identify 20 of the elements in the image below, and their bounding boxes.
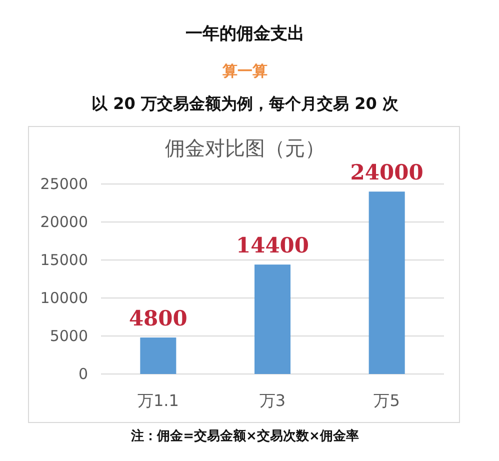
y-tick-label: 15000	[40, 251, 88, 269]
y-tick-label: 10000	[40, 289, 88, 307]
text: 算一算	[222, 62, 268, 80]
y-tick-label: 0	[78, 365, 88, 383]
chart-subtitle: 以 20 万交易金额为例，每个月交易 20 次	[92, 94, 400, 113]
y-tick-label: 25000	[40, 175, 88, 193]
data-label: 14400	[236, 232, 310, 258]
bar	[254, 264, 291, 374]
x-tick-label: 万1.1	[137, 391, 179, 410]
x-tick-label: 万5	[374, 391, 400, 410]
chart-title: 一年的佣金支出	[186, 24, 304, 44]
y-tick-label: 20000	[40, 213, 88, 231]
y-tick-label: 5000	[50, 327, 88, 345]
x-tick-label: 万3	[259, 391, 286, 410]
data-label: 4800	[128, 306, 188, 331]
text: 佣金对比图（元）	[165, 136, 325, 160]
bar	[140, 338, 176, 374]
bar	[368, 192, 405, 374]
data-label: 24000	[350, 160, 424, 185]
text: 注：佣金=交易金额×交易次数×佣金率	[130, 428, 359, 444]
